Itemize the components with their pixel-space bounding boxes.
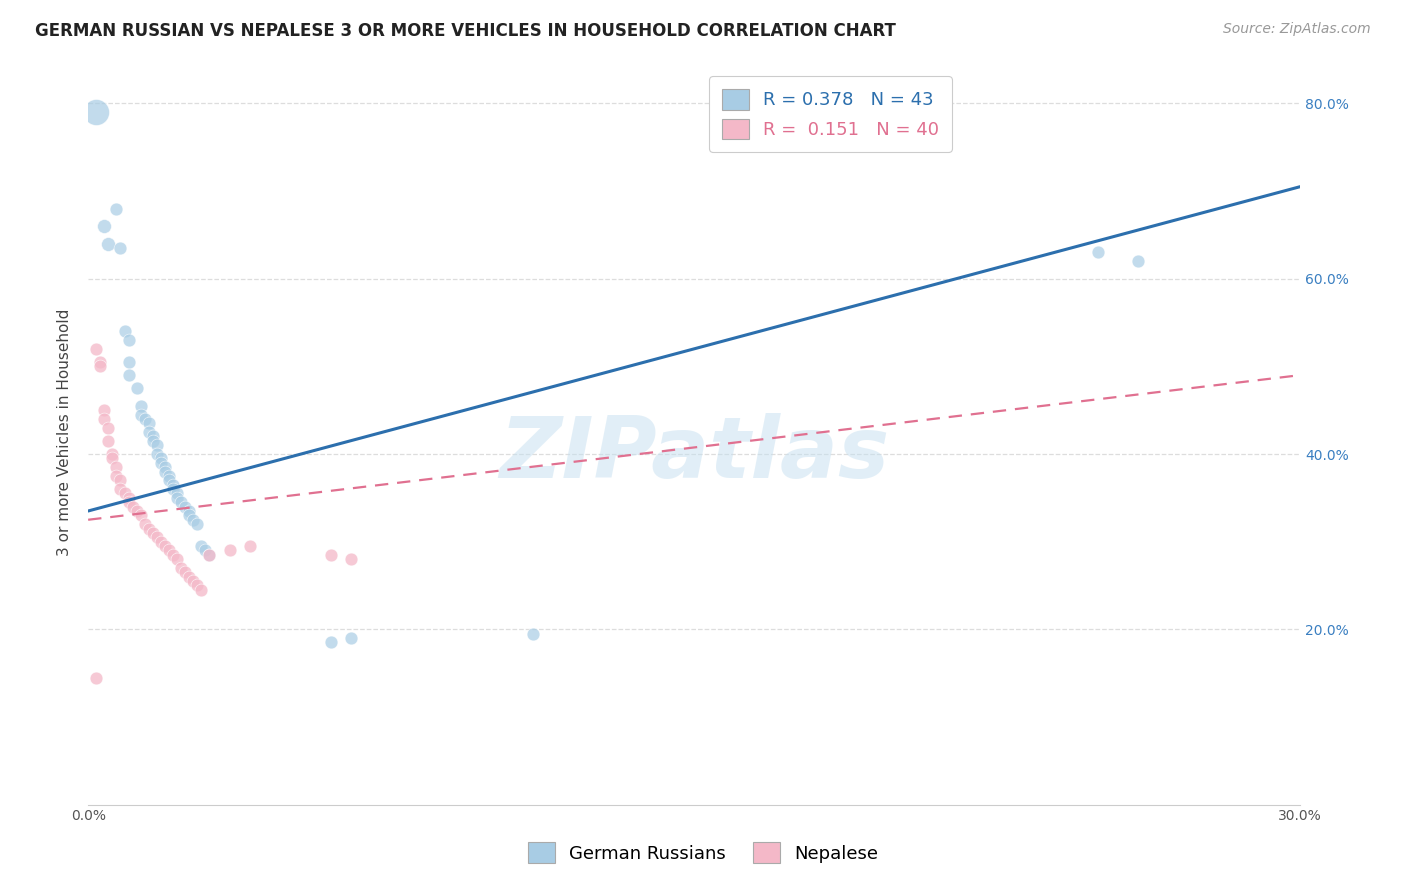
Point	[149, 534, 172, 549]
Point	[218, 543, 240, 558]
Point	[134, 412, 156, 426]
Point	[179, 504, 201, 518]
Point	[174, 566, 197, 580]
Point	[105, 460, 128, 475]
Point	[194, 543, 217, 558]
Point	[129, 399, 152, 413]
Point	[117, 333, 139, 347]
Point	[339, 631, 361, 645]
Text: ZIPatlas: ZIPatlas	[499, 413, 889, 496]
Point	[105, 202, 128, 216]
Point	[186, 578, 208, 592]
Point	[157, 473, 180, 487]
Point	[138, 522, 160, 536]
Point	[97, 236, 120, 251]
Point	[125, 504, 148, 518]
Point	[93, 403, 115, 417]
Point	[166, 552, 188, 566]
Point	[319, 635, 342, 649]
Point	[101, 447, 124, 461]
Point	[117, 355, 139, 369]
Point	[97, 434, 120, 448]
Point	[84, 671, 107, 685]
Point	[239, 539, 262, 553]
Point	[149, 456, 172, 470]
Point	[170, 495, 193, 509]
Point	[114, 324, 136, 338]
Point	[101, 451, 124, 466]
Point	[110, 482, 132, 496]
Point	[129, 508, 152, 523]
Y-axis label: 3 or more Vehicles in Household: 3 or more Vehicles in Household	[58, 309, 72, 556]
Point	[190, 539, 212, 553]
Point	[84, 342, 107, 356]
Point	[166, 491, 188, 505]
Point	[174, 500, 197, 514]
Point	[181, 574, 204, 588]
Point	[134, 517, 156, 532]
Point	[121, 500, 143, 514]
Point	[181, 513, 204, 527]
Point	[162, 548, 184, 562]
Point	[166, 486, 188, 500]
Point	[138, 417, 160, 431]
Point	[162, 482, 184, 496]
Point	[157, 543, 180, 558]
Point	[93, 412, 115, 426]
Point	[117, 495, 139, 509]
Point	[190, 582, 212, 597]
Point	[110, 241, 132, 255]
Point	[142, 434, 165, 448]
Point	[114, 486, 136, 500]
Legend: German Russians, Nepalese: German Russians, Nepalese	[517, 831, 889, 874]
Point	[146, 438, 169, 452]
Point	[89, 355, 111, 369]
Point	[522, 626, 544, 640]
Point	[142, 429, 165, 443]
Point	[129, 408, 152, 422]
Point	[1087, 245, 1109, 260]
Point	[1128, 254, 1150, 268]
Point	[105, 469, 128, 483]
Point	[97, 421, 120, 435]
Point	[179, 508, 201, 523]
Text: Source: ZipAtlas.com: Source: ZipAtlas.com	[1223, 22, 1371, 37]
Point	[153, 460, 176, 475]
Point	[149, 451, 172, 466]
Point	[157, 469, 180, 483]
Point	[170, 561, 193, 575]
Point	[117, 491, 139, 505]
Point	[198, 548, 221, 562]
Point	[89, 359, 111, 374]
Point	[198, 548, 221, 562]
Point	[339, 552, 361, 566]
Point	[110, 473, 132, 487]
Text: GERMAN RUSSIAN VS NEPALESE 3 OR MORE VEHICLES IN HOUSEHOLD CORRELATION CHART: GERMAN RUSSIAN VS NEPALESE 3 OR MORE VEH…	[35, 22, 896, 40]
Point	[138, 425, 160, 439]
Point	[186, 517, 208, 532]
Point	[153, 465, 176, 479]
Point	[179, 570, 201, 584]
Point	[117, 368, 139, 383]
Point	[125, 381, 148, 395]
Point	[153, 539, 176, 553]
Point	[93, 219, 115, 234]
Point	[319, 548, 342, 562]
Point	[84, 105, 107, 120]
Point	[142, 525, 165, 540]
Point	[162, 477, 184, 491]
Point	[146, 447, 169, 461]
Legend: R = 0.378   N = 43, R =  0.151   N = 40: R = 0.378 N = 43, R = 0.151 N = 40	[709, 76, 952, 153]
Point	[146, 530, 169, 544]
